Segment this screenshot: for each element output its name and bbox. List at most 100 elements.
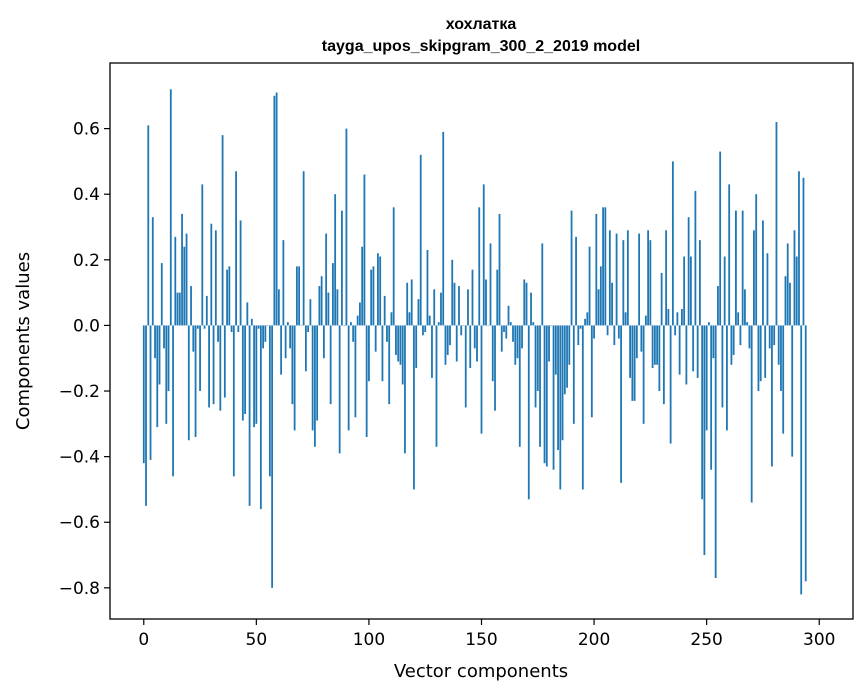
bar-194	[579, 325, 582, 329]
bar-163	[509, 322, 512, 326]
bar-269	[748, 325, 751, 349]
bar-176	[539, 325, 541, 447]
bar-191	[572, 325, 575, 424]
bar-35	[221, 135, 224, 326]
bar-197	[586, 312, 589, 326]
bar-151	[482, 184, 485, 326]
bar-114	[399, 325, 402, 365]
bar-103	[374, 325, 377, 352]
bar-196	[584, 318, 586, 326]
bar-284	[782, 325, 785, 434]
bar-30	[210, 223, 213, 326]
bar-94	[354, 325, 357, 418]
bar-209	[613, 325, 616, 346]
bar-26	[201, 184, 204, 326]
bar-174	[534, 325, 537, 408]
bar-207	[608, 230, 611, 326]
bar-123	[419, 154, 422, 326]
bar-36	[223, 325, 226, 398]
bar-232	[665, 230, 668, 326]
bar-157	[496, 269, 499, 326]
bar-189	[568, 325, 571, 365]
bar-167	[518, 325, 521, 447]
bar-265	[739, 325, 742, 346]
bar-241	[685, 325, 688, 385]
bar-259	[726, 325, 728, 431]
bar-120	[413, 325, 415, 490]
bar-258	[723, 256, 726, 326]
x-tick-label: 150	[465, 630, 497, 650]
bar-135	[446, 325, 449, 355]
bar-218	[633, 325, 636, 401]
bar-14	[174, 236, 177, 326]
bar-247	[699, 240, 701, 326]
bar-213	[622, 240, 625, 326]
bar-146	[471, 269, 474, 326]
bar-289	[793, 230, 796, 326]
bar-50	[255, 325, 258, 424]
bar-201	[595, 213, 598, 326]
bar-126	[426, 249, 429, 326]
bar-206	[606, 325, 609, 336]
bar-106	[381, 325, 384, 382]
bar-102	[372, 266, 375, 326]
bar-219	[635, 325, 638, 359]
bar-136	[449, 325, 451, 346]
bar-5	[154, 325, 156, 359]
bar-11	[167, 325, 170, 392]
bar-9	[163, 325, 165, 349]
bar-278	[768, 325, 771, 349]
bar-212	[620, 325, 622, 483]
bar-112	[395, 325, 397, 355]
bar-182	[552, 325, 555, 470]
bar-28	[205, 295, 208, 326]
bar-117	[406, 282, 409, 326]
y-tick-label: 0.2	[73, 251, 100, 271]
bar-256	[719, 151, 722, 326]
bar-230	[660, 272, 663, 326]
bar-110	[390, 312, 393, 326]
bar-184	[557, 325, 559, 451]
bar-208	[611, 282, 613, 326]
bar-253	[712, 325, 715, 359]
bar-113	[397, 325, 400, 362]
bar-188	[566, 325, 568, 388]
bar-159	[500, 325, 503, 352]
y-tick-label: −0.8	[59, 579, 100, 599]
bar-280	[773, 325, 776, 346]
bar-186	[561, 325, 564, 441]
bar-192	[575, 236, 577, 326]
bar-242	[687, 217, 690, 326]
bar-57	[271, 325, 274, 588]
bar-158	[498, 213, 501, 326]
bar-40	[232, 325, 235, 477]
y-tick-label: −0.2	[59, 382, 100, 402]
bar-141	[460, 325, 463, 336]
bar-229	[658, 325, 661, 392]
bar-74	[309, 299, 312, 326]
bar-193	[577, 325, 580, 346]
bar-291	[798, 171, 800, 326]
bar-172	[530, 292, 532, 326]
bar-130	[435, 325, 438, 447]
bar-281	[775, 122, 778, 326]
bar-231	[662, 325, 665, 405]
bar-169	[523, 279, 526, 326]
bar-91	[347, 325, 350, 431]
bar-154	[489, 243, 492, 326]
bar-69	[298, 266, 301, 326]
bar-134	[444, 325, 447, 365]
bar-144	[467, 289, 469, 326]
bar-48	[250, 318, 253, 326]
bar-109	[388, 325, 391, 405]
bar-255	[717, 286, 719, 326]
x-tick-label: 200	[578, 630, 610, 650]
bar-221	[640, 325, 643, 352]
y-axis-label: Components values	[13, 252, 34, 430]
bar-240	[683, 256, 686, 326]
bar-283	[780, 325, 782, 392]
bar-200	[593, 325, 595, 339]
bar-155	[491, 325, 494, 382]
bar-171	[527, 325, 530, 500]
bar-62	[282, 240, 285, 326]
